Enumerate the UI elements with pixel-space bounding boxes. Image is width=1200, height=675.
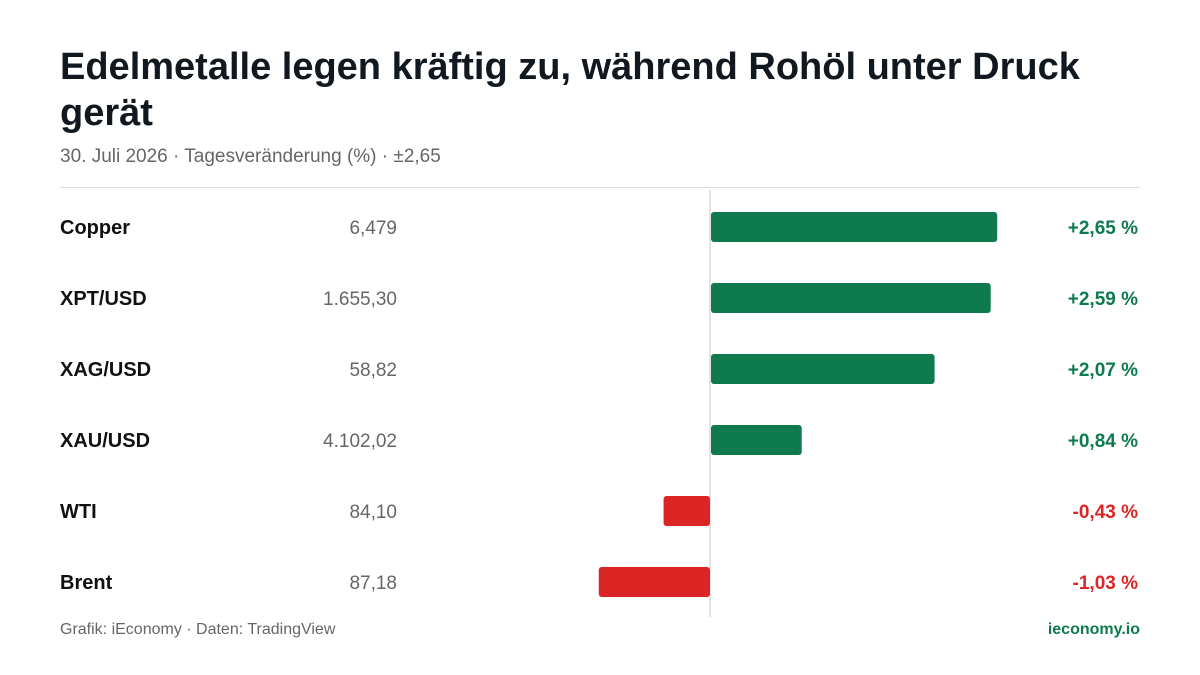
row-label: Copper [60,217,130,239]
chart-subtitle: 30. Juli 2026 · Tagesveränderung (%) · ±… [60,146,441,167]
source-credit: Grafik: iEconomy · Daten: TradingView [60,621,336,638]
bar [711,283,991,313]
data-label: +2,07 % [1068,360,1138,381]
data-label: -0,43 % [1073,502,1139,523]
row-label: Brent [60,572,113,594]
bar [663,496,710,526]
data-label: +2,65 % [1068,218,1138,239]
data-label: +0,84 % [1068,431,1138,452]
chart-title: Edelmetalle legen kräftig zu, während Ro… [60,46,1080,134]
row-price: 4.102,02 [323,431,397,452]
data-label: -1,03 % [1073,573,1139,594]
bar [711,354,935,384]
row-price: 1.655,30 [323,289,397,310]
bar [598,567,710,597]
row-price: 6,479 [349,218,397,239]
row-price: 58,82 [349,360,397,381]
header-divider [60,187,1140,188]
brand-link[interactable]: ieconomy.io [1047,621,1140,638]
row-label: WTI [60,501,97,523]
bar [711,212,998,242]
row-price: 84,10 [349,502,397,523]
row-price: 87,18 [349,573,397,594]
row-label: XPT/USD [60,288,147,310]
bar [711,425,802,455]
row-label: XAU/USD [60,430,150,452]
data-label: +2,59 % [1068,289,1138,310]
row-label: XAG/USD [60,359,151,381]
